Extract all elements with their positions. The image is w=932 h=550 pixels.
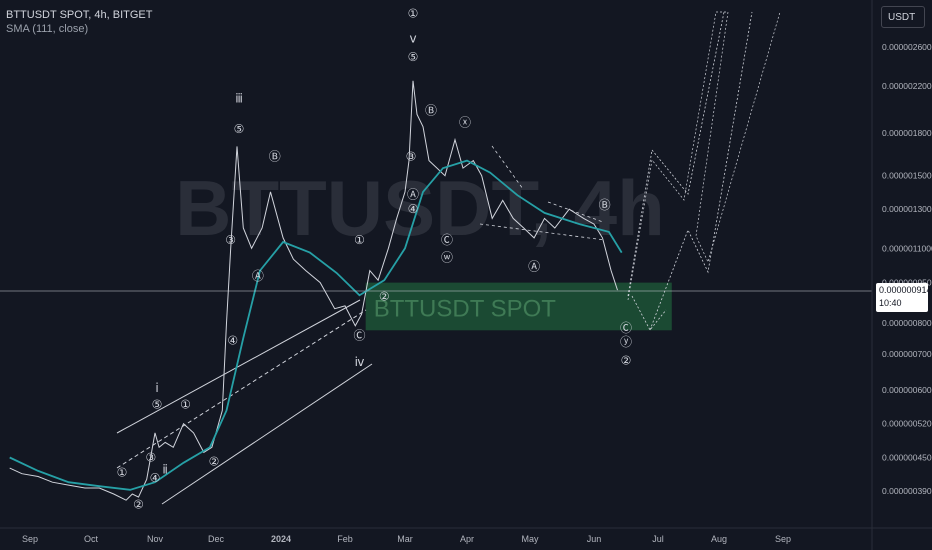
wave-label-15: Ⓑ	[269, 150, 281, 164]
current-price-tag: 0.0000009145 10:40	[876, 283, 932, 312]
price-tick-label: 0.0000006000	[882, 385, 932, 395]
time-tick-label: Sep	[775, 534, 791, 544]
wave-label-2: ②	[133, 497, 144, 511]
bar-countdown: 10:40	[879, 298, 902, 308]
symbol-title[interactable]: BTTUSDT SPOT, 4h, BITGET	[6, 9, 153, 21]
time-tick-label: Jul	[652, 534, 664, 544]
time-tick-label: Feb	[337, 534, 353, 544]
series-layer	[9, 80, 623, 501]
triangle-upper-right	[547, 201, 604, 223]
wave-label-27: ⓧ	[459, 116, 471, 130]
time-tick-label: Aug	[711, 534, 727, 544]
time-tick-label: 2024	[271, 534, 291, 544]
target-zone-box	[365, 282, 672, 331]
wave-label-18: ①	[354, 233, 365, 247]
channel-mid-line	[116, 309, 367, 469]
projection-path-1	[627, 11, 725, 297]
wave-label-22: Ⓐ	[407, 188, 419, 202]
time-axis[interactable]: Sep Oct Nov Dec 2024 Feb Mar Apr May Jun Jul Aug Sep	[22, 534, 791, 544]
price-tick-label: 0.0000009500	[882, 278, 932, 288]
wave-label-28: Ⓒ	[441, 233, 453, 247]
wave-label-10: ③	[225, 233, 236, 247]
wave-label-5: ⑤	[152, 397, 163, 411]
time-tick-label: Apr	[460, 534, 474, 544]
price-tick-label: 0.0000003900	[882, 486, 932, 496]
watermark: BTTUSDT, 4h	[175, 164, 665, 252]
wave-label-1: ①	[117, 465, 128, 479]
time-tick-label: Oct	[84, 534, 99, 544]
price-tick-label: 0.0000008000	[882, 318, 932, 328]
zone-label: BTTUSDT SPOT	[374, 295, 557, 322]
wave-label-23: ⑤	[408, 50, 419, 64]
target-zone: BTTUSDT SPOT	[365, 282, 672, 331]
time-tick-label: May	[521, 534, 539, 544]
wave-label-21: ④	[408, 202, 419, 216]
wave-label-14: Ⓐ	[252, 269, 264, 283]
wave-label-32: Ⓒ	[620, 321, 632, 335]
wave-label-12: ⑤	[234, 122, 245, 136]
wave-label-30: Ⓐ	[528, 260, 540, 274]
trend-channel	[116, 299, 373, 505]
price-tick-label: 0.0000015000	[882, 171, 932, 181]
price-tick-label: 0.0000007000	[882, 349, 932, 359]
time-tick-label: Dec	[208, 534, 225, 544]
wave-label-6: ⅰ	[155, 381, 158, 395]
wave-label-25: ①	[408, 6, 419, 20]
wave-label-26: Ⓑ	[425, 103, 437, 117]
price-tick-label: 0.0000013000	[882, 204, 932, 214]
price-tick-label: 0.0000018000	[882, 128, 932, 138]
channel-upper-line	[116, 299, 361, 434]
price-tick-label: 0.0000022000	[882, 81, 932, 91]
wave-label-7: ⅱ	[162, 463, 168, 477]
wave-label-3: ③	[145, 451, 156, 465]
wave-label-17: ⅳ	[355, 355, 365, 369]
sma-line	[9, 159, 623, 491]
current-price-value: 0.0000009145	[879, 285, 932, 295]
price-tick-label: 0.0000026000	[882, 42, 932, 52]
chart-header: BTTUSDT SPOT, 4h, BITGET SMA (111, close…	[6, 8, 153, 36]
wave-label-13: ⅲ	[235, 92, 243, 106]
wave-label-29: ⓦ	[441, 250, 453, 264]
triangle-upper-left	[491, 145, 524, 190]
wave-label-11: ④	[227, 333, 238, 347]
wave-label-20: ③	[406, 150, 417, 164]
price-tick-label: 0.0000004500	[882, 453, 932, 463]
wave-label-9: ②	[209, 454, 220, 468]
projection-outline	[627, 11, 781, 301]
channel-lower-line	[161, 363, 373, 505]
wave-label-8: ①	[180, 397, 191, 411]
triangle-lines	[479, 145, 606, 241]
wave-label-33: ⓨ	[620, 335, 632, 349]
wave-label-4: ④	[150, 471, 161, 485]
time-tick-label: Mar	[397, 534, 413, 544]
price-axis[interactable]: 0.0000003900 0.0000004500 0.0000005200 0.00…	[882, 42, 932, 496]
price-tick-label: 0.0000011000	[882, 243, 932, 253]
projection-path-2	[649, 11, 753, 331]
projection-path-3	[631, 295, 667, 331]
wave-label-24: ⅴ	[409, 32, 416, 46]
wave-label-34: ②	[621, 353, 632, 367]
indicator-label[interactable]: SMA (111, close)	[6, 23, 89, 35]
wave-label-19: ②	[379, 290, 390, 304]
time-tick-label: Nov	[147, 534, 164, 544]
currency-button[interactable]: USDT	[881, 6, 925, 28]
wave-label-31: Ⓑ	[599, 198, 611, 212]
time-tick-label: Jun	[587, 534, 602, 544]
wave-label-16: Ⓒ	[353, 329, 365, 343]
projection-paths	[627, 11, 781, 331]
price-tick-label: 0.0000005200	[882, 419, 932, 429]
time-tick-label: Sep	[22, 534, 38, 544]
